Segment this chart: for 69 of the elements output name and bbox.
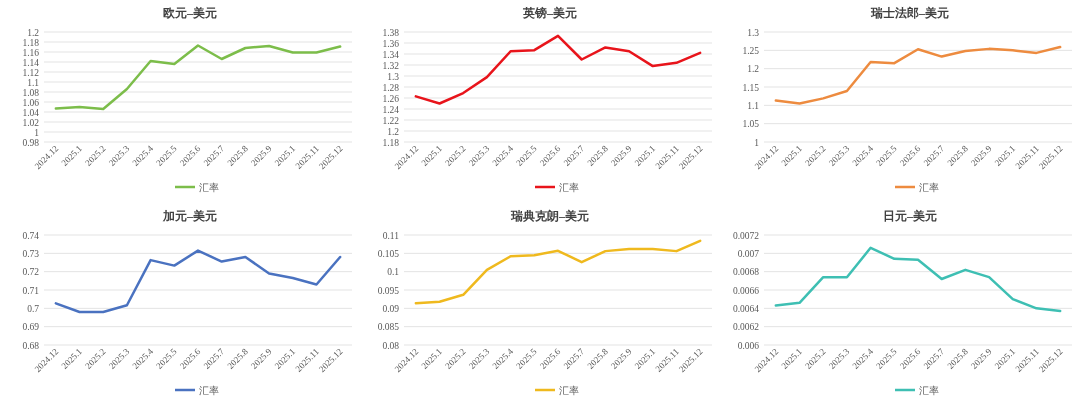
- y-tick-label: 0.105: [377, 248, 400, 259]
- y-tick-label: 0.0062: [732, 322, 760, 333]
- y-tick-label: 1.2: [27, 27, 40, 38]
- y-tick-label: 0.0066: [732, 285, 760, 296]
- y-tick-label: 0.72: [22, 267, 40, 278]
- y-tick-label: 0.08: [382, 340, 400, 351]
- line-series: [54, 249, 342, 314]
- y-tick-label: 1.24: [382, 104, 400, 115]
- chart-title: 瑞典克朗–美元: [510, 209, 589, 223]
- y-tick-label: 1.26: [382, 93, 400, 104]
- line-series: [414, 239, 702, 305]
- y-tick-label: 1.3: [387, 71, 400, 82]
- y-tick-label: 1.32: [382, 60, 400, 71]
- y-tick-label: 0.11: [382, 230, 400, 241]
- y-tick-label: 1: [754, 137, 760, 148]
- y-tick-label: 1: [34, 127, 40, 138]
- y-tick-label: 1.2: [747, 64, 760, 75]
- y-tick-label: 1.02: [22, 117, 40, 128]
- chart-title: 日元–美元: [883, 209, 937, 223]
- chart-title: 加元–美元: [162, 209, 217, 223]
- y-tick-label: 1.2: [387, 126, 400, 137]
- y-tick-label: 0.09: [382, 303, 400, 314]
- chart-title: 英镑–美元: [522, 6, 577, 20]
- y-tick-label: 1.38: [382, 27, 400, 38]
- line-series: [414, 34, 702, 105]
- y-tick-label: 0.68: [22, 340, 40, 351]
- y-tick-label: 1.18: [382, 137, 400, 148]
- legend-label: 汇率: [559, 385, 579, 396]
- y-tick-label: 1.25: [742, 45, 760, 56]
- y-tick-label: 1.06: [22, 97, 40, 108]
- line-series: [774, 246, 1062, 313]
- legend-label: 汇率: [559, 182, 579, 193]
- y-tick-label: 0.006: [737, 340, 760, 351]
- y-tick-label: 0.98: [22, 137, 40, 148]
- y-tick-label: 0.71: [22, 285, 40, 296]
- y-tick-label: 1.1: [747, 100, 760, 111]
- y-tick-label: 0.73: [22, 248, 40, 259]
- y-tick-label: 1.12: [22, 67, 40, 78]
- y-tick-label: 1.1: [27, 77, 40, 88]
- y-tick-label: 0.74: [22, 230, 40, 241]
- y-tick-label: 0.0064: [732, 303, 760, 314]
- y-tick-label: 1.04: [22, 107, 40, 118]
- y-tick-label: 0.69: [22, 322, 40, 333]
- y-tick-label: 0.095: [377, 285, 400, 296]
- legend-label: 汇率: [199, 385, 219, 396]
- line-series: [774, 45, 1062, 105]
- y-tick-label: 0.085: [377, 322, 400, 333]
- legend-label: 汇率: [919, 182, 939, 193]
- chart-title: 瑞士法郎–美元: [870, 6, 949, 20]
- y-tick-label: 1.18: [22, 37, 40, 48]
- y-tick-label: 1.15: [742, 82, 760, 93]
- y-tick-label: 1.34: [382, 49, 400, 60]
- y-tick-label: 1.16: [22, 47, 40, 58]
- y-tick-label: 1.28: [382, 82, 400, 93]
- y-tick-label: 1.08: [22, 87, 40, 98]
- y-tick-label: 0.0072: [732, 230, 760, 241]
- chart-title: 欧元–美元: [163, 6, 217, 20]
- y-tick-label: 0.007: [737, 248, 760, 259]
- legend-label: 汇率: [919, 385, 939, 396]
- y-tick-label: 0.1: [387, 267, 400, 278]
- y-tick-label: 1.05: [742, 119, 760, 130]
- line-series: [54, 44, 342, 111]
- y-tick-label: 1.14: [22, 57, 40, 68]
- y-tick-label: 0.7: [27, 303, 40, 314]
- y-tick-label: 1.22: [382, 115, 400, 126]
- y-tick-label: 0.0068: [732, 267, 760, 278]
- legend-label: 汇率: [199, 182, 219, 193]
- y-tick-label: 1.3: [747, 27, 760, 38]
- y-tick-label: 1.36: [382, 38, 400, 49]
